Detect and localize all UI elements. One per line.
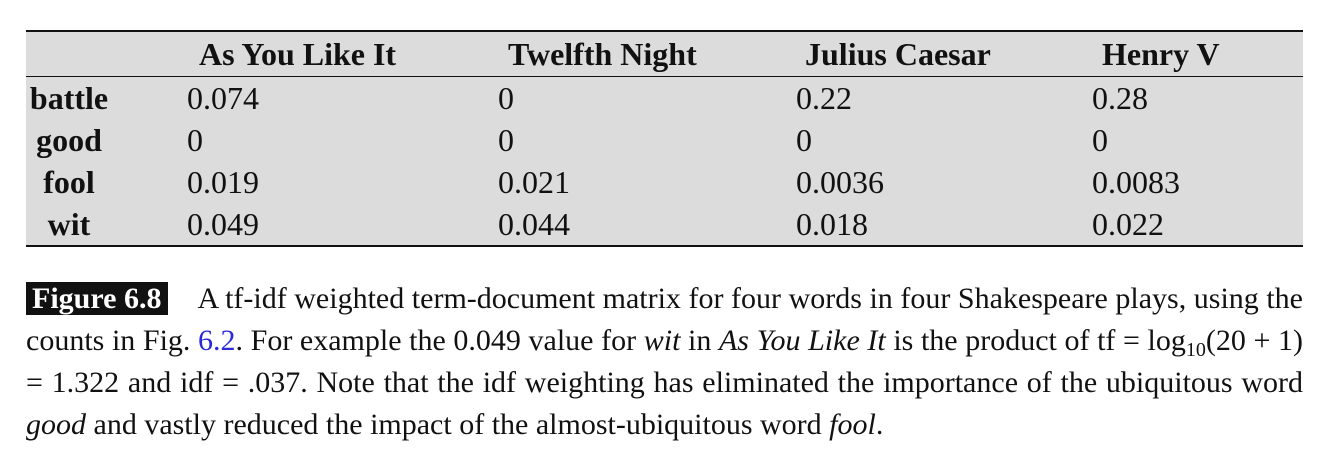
- column-header: Twelfth Night: [508, 36, 697, 72]
- caption-emphasis: good: [26, 408, 86, 441]
- column-header: Henry V: [1102, 36, 1220, 72]
- table-cell: 0.0036: [796, 164, 884, 200]
- table-cell: 0: [796, 122, 812, 158]
- table-row: good 0 0 0 0: [26, 119, 1303, 161]
- caption-text: A tf-idf weighted term-document matrix f…: [26, 282, 1303, 357]
- table-cell: 0: [498, 80, 514, 116]
- caption-emphasis: fool: [829, 408, 876, 441]
- figure-caption: Figure 6.8 A tf-idf weighted term-documen…: [26, 278, 1303, 446]
- table-cell: 0: [1092, 122, 1108, 158]
- table-cell: 0.28: [1092, 80, 1148, 116]
- caption-text: . For example the 0.049 value for: [235, 324, 644, 357]
- row-header: fool: [43, 164, 95, 200]
- row-header: good: [36, 122, 102, 158]
- caption-emphasis: wit: [643, 324, 681, 357]
- tfidf-table: As You Like It Twelfth Night Julius Caes…: [26, 30, 1303, 247]
- caption-text: in: [680, 324, 719, 357]
- caption-text: and vastly reduced the impact of the alm…: [86, 408, 830, 441]
- figure-label: Figure 6.8: [26, 282, 168, 315]
- table-cell: 0.049: [187, 206, 259, 242]
- table-cell: 0.021: [498, 164, 570, 200]
- table-cell: 0.0083: [1092, 164, 1180, 200]
- row-header: battle: [29, 80, 109, 116]
- table-row: battle 0.074 0 0.22 0.28: [26, 77, 1303, 119]
- figure-reference-link[interactable]: 6.2: [198, 324, 236, 357]
- table-row: fool 0.019 0.021 0.0036 0.0083: [26, 161, 1303, 203]
- caption-text: is the product of tf = log: [885, 324, 1186, 357]
- column-header: Julius Caesar: [805, 36, 991, 72]
- table-cell: 0.022: [1092, 206, 1164, 242]
- table-cell: 0.019: [187, 164, 259, 200]
- table-cell: 0.044: [498, 206, 570, 242]
- table-cell: 0.018: [796, 206, 868, 242]
- table-cell: 0: [498, 122, 514, 158]
- table-header-row: As You Like It Twelfth Night Julius Caes…: [26, 32, 1303, 77]
- row-header: wit: [47, 206, 91, 242]
- table-cell: 0: [187, 122, 203, 158]
- caption-emphasis: As You Like It: [718, 324, 886, 357]
- table-row: wit 0.049 0.044 0.018 0.022: [26, 203, 1303, 245]
- table-cell: 0.22: [796, 80, 852, 116]
- log-base-subscript: 10: [1185, 339, 1206, 361]
- caption-text: (20 + 1) = 1.322 and idf = .037. Note th…: [26, 324, 1304, 399]
- table-cell: 0.074: [187, 80, 259, 116]
- column-header: As You Like It: [199, 36, 397, 72]
- caption-text: .: [875, 408, 884, 441]
